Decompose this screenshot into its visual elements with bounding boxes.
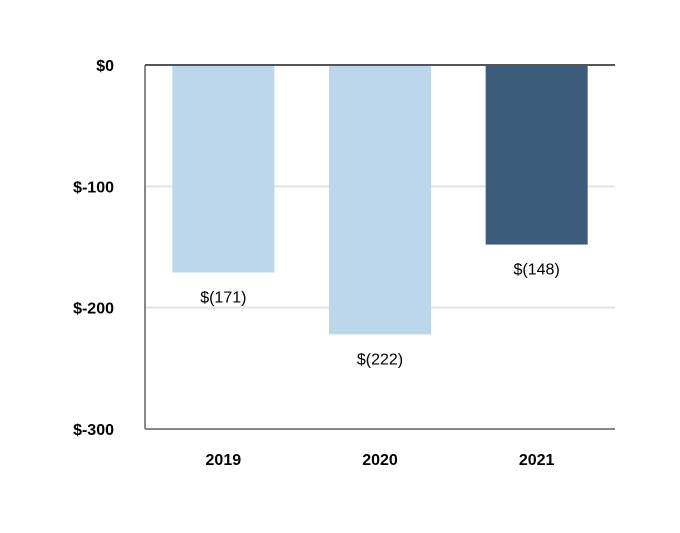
y-tick-label: $-100 (73, 179, 114, 196)
y-tick-label: $-300 (73, 422, 114, 439)
bar (172, 65, 275, 273)
data-label: $(222) (357, 351, 403, 368)
x-tick-label: 2019 (206, 452, 242, 469)
data-label: $(171) (200, 289, 246, 306)
bar (485, 65, 588, 245)
data-label: $(148) (514, 262, 560, 279)
x-tick-label: 2020 (362, 452, 398, 469)
bar (329, 65, 431, 335)
y-tick-label: $-200 (73, 301, 114, 318)
y-tick-label: $0 (96, 58, 114, 75)
x-tick-label: 2021 (519, 452, 555, 469)
